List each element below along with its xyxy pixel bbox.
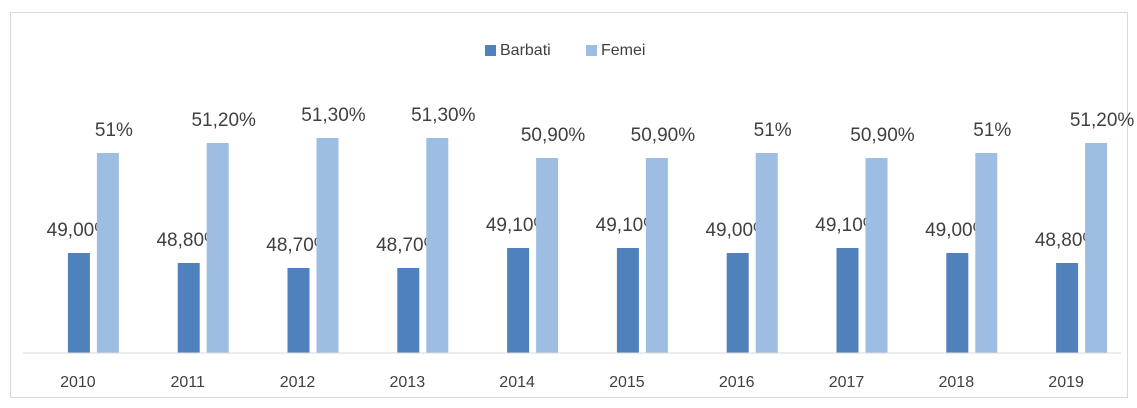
value-label: 48,80% [1035,230,1100,251]
bar [1056,263,1079,353]
x-tick-label: 2016 [719,374,755,391]
value-label: 49,10% [486,215,551,236]
legend-label: Barbati [500,42,551,59]
legend-swatch [586,45,597,56]
bar [975,153,998,353]
bar [287,268,310,353]
value-label: 51% [973,120,1011,141]
bar [397,268,420,353]
bar [67,253,90,353]
value-label: 50,90% [521,125,586,146]
x-tick-label: 2015 [609,374,645,391]
bar [836,248,859,353]
value-label: 49,00% [705,220,770,241]
bar [616,248,639,353]
value-label: 50,90% [631,125,696,146]
x-tick-label: 2011 [170,374,205,391]
bar [507,248,530,353]
value-label: 51,20% [1070,110,1135,131]
x-tick-label: 2017 [829,374,865,391]
value-label: 51,30% [301,105,366,126]
bar [755,153,778,353]
x-tick-label: 2018 [939,374,975,391]
value-label: 49,00% [925,220,990,241]
bar [206,143,229,353]
value-label: 51,30% [411,105,476,126]
value-label: 48,70% [266,235,331,256]
bar [726,253,749,353]
bar [946,253,969,353]
bar [426,138,449,353]
x-tick-label: 2013 [390,374,426,391]
value-label: 49,00% [47,220,112,241]
bar [1085,143,1108,353]
value-label: 49,10% [815,215,880,236]
bar [865,158,888,353]
bar [645,158,668,353]
bar [96,153,119,353]
legend-label: Femei [601,42,645,59]
value-label: 51,20% [191,110,256,131]
value-label: 48,70% [376,235,441,256]
value-label: 50,90% [850,125,915,146]
value-label: 49,10% [596,215,661,236]
legend-swatch [485,45,496,56]
bar [316,138,339,353]
x-tick-label: 2012 [280,374,316,391]
value-label: 51% [754,120,792,141]
x-tick-label: 2019 [1048,374,1084,391]
value-label: 48,80% [156,230,221,251]
x-tick-label: 2014 [499,374,535,391]
x-tick-label: 2010 [60,374,96,391]
bar [177,263,200,353]
bar [536,158,559,353]
value-label: 51% [95,120,133,141]
